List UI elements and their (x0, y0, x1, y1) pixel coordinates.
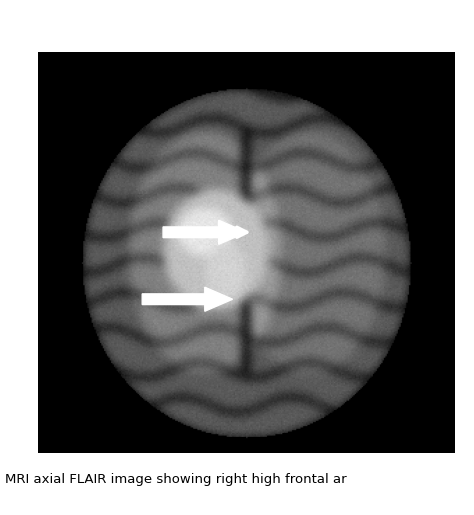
FancyArrow shape (163, 220, 246, 244)
FancyArrow shape (142, 287, 233, 311)
Text: MRI axial FLAIR image showing right high frontal ar: MRI axial FLAIR image showing right high… (5, 473, 346, 486)
